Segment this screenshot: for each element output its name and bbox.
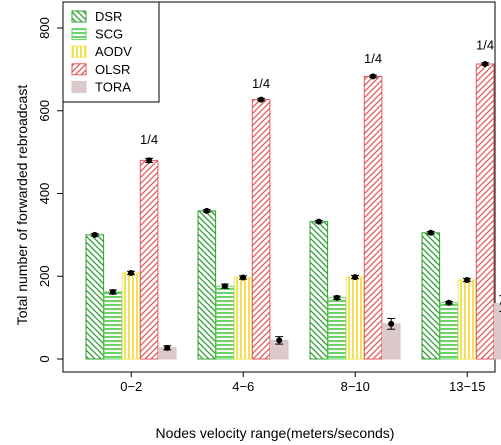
mean-point	[464, 276, 470, 283]
legend-swatch-tora	[71, 80, 87, 93]
bar-dsr	[197, 210, 217, 360]
mean-point	[128, 269, 134, 276]
mean-point	[164, 344, 171, 351]
mean-point	[276, 337, 283, 344]
annotation-label: 1/4	[140, 132, 158, 147]
legend-swatch-dsr	[71, 10, 87, 23]
plot-area	[62, 1, 496, 373]
legend: DSR SCG AODV OLSR TORA	[62, 1, 160, 103]
bar-dsr	[421, 232, 441, 360]
mean-point	[146, 157, 153, 164]
mean-point	[109, 288, 116, 295]
mean-point	[352, 274, 358, 281]
bar-dsr	[309, 221, 329, 360]
mean-point	[482, 60, 489, 67]
y-tick-label: 200	[37, 265, 52, 287]
mean-point	[91, 231, 98, 238]
y-tick-label: 400	[37, 183, 52, 205]
bar-tora	[493, 303, 501, 360]
mean-point	[445, 299, 452, 306]
legend-swatch-olsr	[71, 63, 87, 76]
y-axis-label: Total number of forwarded rebroadcast	[14, 85, 30, 326]
bar-scg	[439, 302, 459, 360]
mean-point	[333, 294, 340, 301]
legend-label-scg: SCG	[95, 27, 123, 42]
mean-point	[258, 96, 265, 103]
mean-point	[370, 73, 377, 80]
y-tick-label: 0	[37, 355, 52, 362]
mean-point	[315, 218, 322, 225]
annotation-label: 1/4	[476, 38, 494, 53]
bar-scg	[327, 297, 347, 360]
bar-aodv	[121, 272, 141, 360]
legend-swatch-aodv	[71, 45, 87, 58]
annotations: 1/4 1/4 1/4 1/4	[140, 38, 494, 147]
bar-groups	[85, 63, 501, 360]
y-tick-label: 800	[37, 17, 52, 39]
mean-point	[203, 207, 210, 214]
bar-aodv	[233, 276, 253, 360]
mean-point	[240, 274, 246, 281]
plot-frame	[62, 1, 496, 373]
legend-label-dsr: DSR	[95, 9, 122, 24]
bar-scg	[215, 285, 235, 360]
mean-point	[427, 229, 434, 236]
y-axis: 0 200 400 600 800	[37, 17, 63, 363]
error-bars	[90, 60, 501, 351]
bar-dsr	[85, 234, 105, 360]
legend-label-olsr: OLSR	[95, 62, 130, 77]
x-tick-label: 4−6	[232, 379, 254, 394]
x-axis: 0−2 4−6 8−10 13−15	[120, 372, 486, 394]
x-tick-label: 8−10	[341, 379, 370, 394]
bar-olsr	[363, 75, 383, 360]
bar-olsr	[139, 159, 159, 360]
mean-point	[221, 283, 228, 290]
bar-aodv	[457, 279, 477, 360]
bar-olsr	[251, 99, 271, 360]
annotation-label: 1/4	[364, 51, 382, 66]
legend-label-aodv: AODV	[95, 44, 132, 59]
bar-aodv	[345, 276, 365, 360]
x-axis-label: Nodes velocity range(meters/seconds)	[156, 425, 395, 441]
bar-olsr	[475, 63, 495, 360]
x-tick-label: 0−2	[120, 379, 142, 394]
x-tick-label: 13−15	[449, 379, 486, 394]
legend-swatch-scg	[71, 28, 87, 41]
bar-scg	[103, 291, 123, 360]
legend-label-tora: TORA	[95, 79, 131, 94]
y-tick-label: 600	[37, 100, 52, 122]
annotation-label: 1/4	[252, 76, 270, 91]
mean-point	[388, 320, 395, 327]
